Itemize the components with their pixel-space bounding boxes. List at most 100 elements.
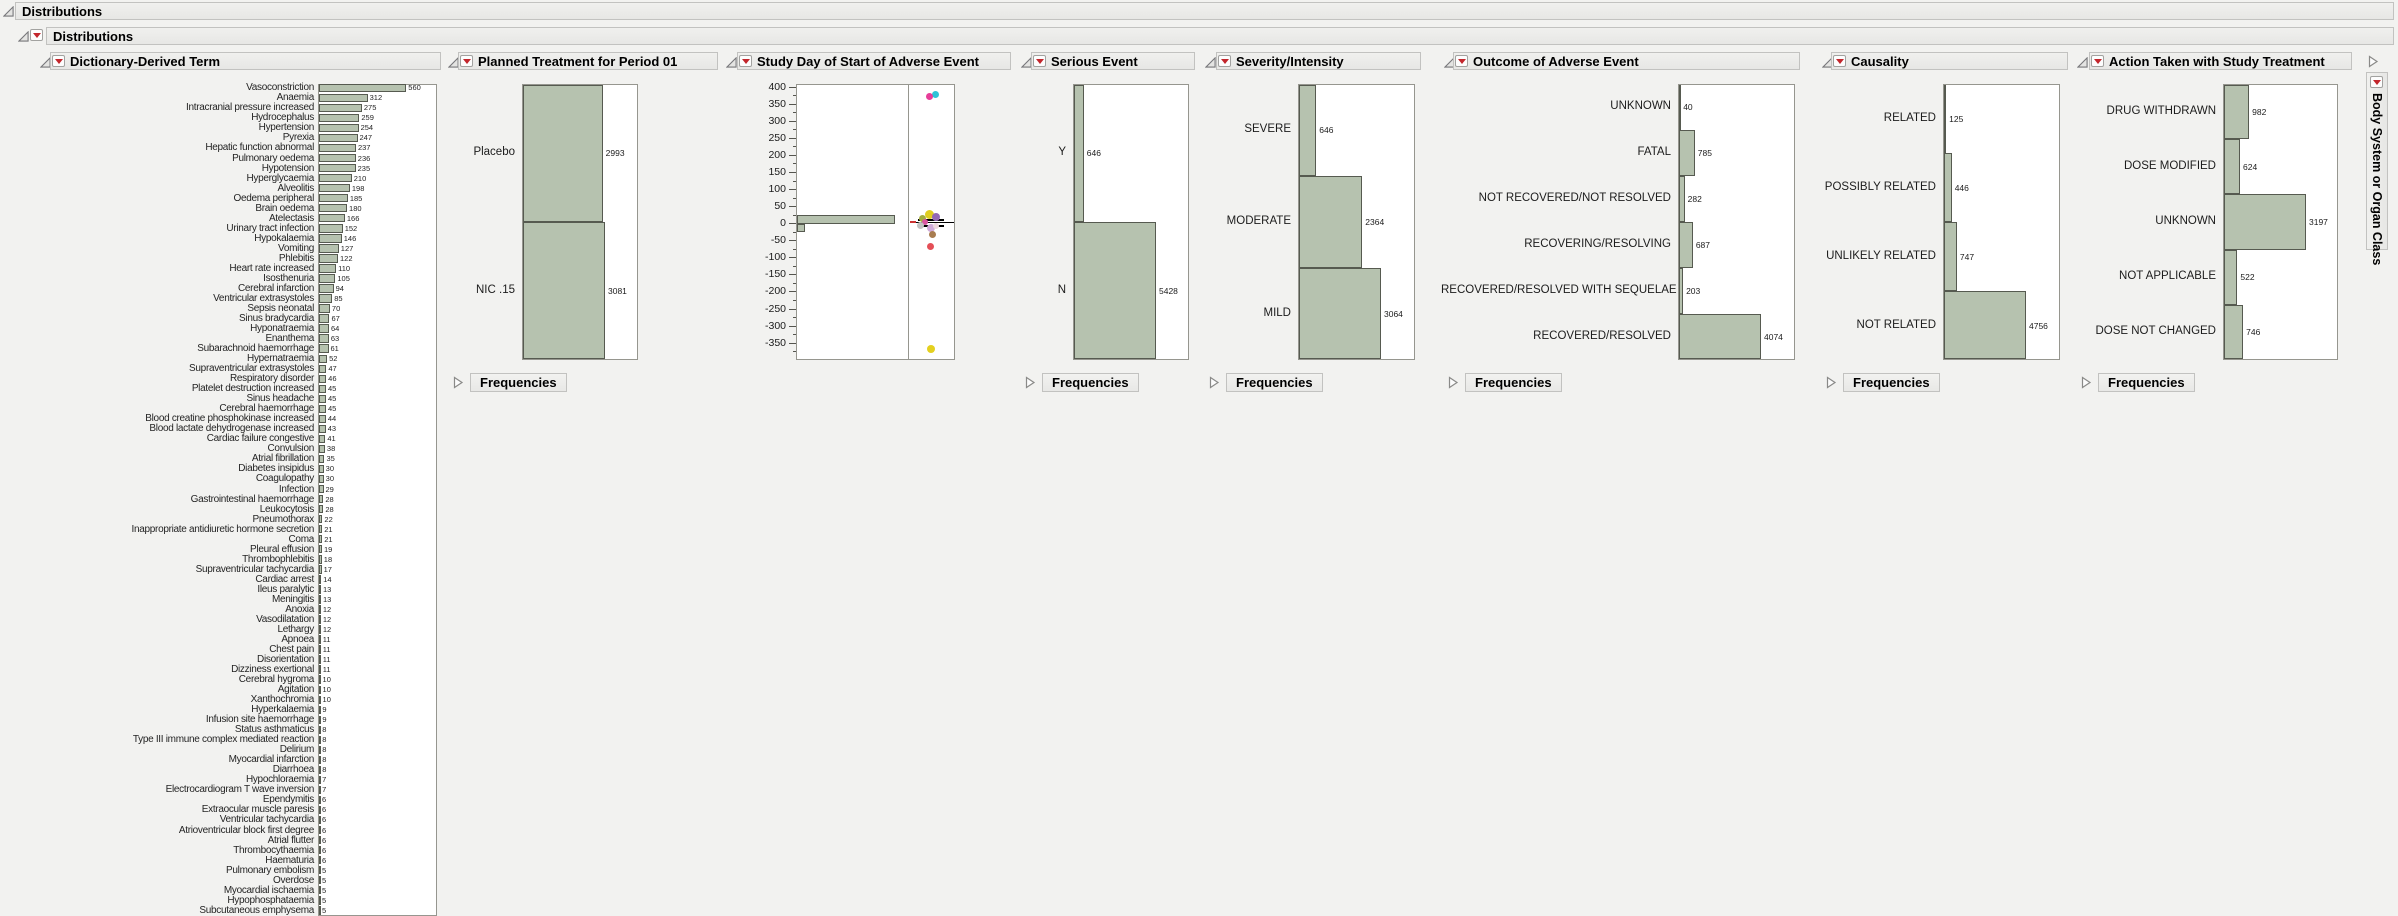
histogram-bar[interactable]	[319, 805, 321, 815]
histogram-bar[interactable]	[1299, 268, 1381, 359]
disclosure-closed-icon[interactable]	[2080, 376, 2092, 389]
histogram-bar[interactable]	[319, 444, 325, 454]
histogram-bar[interactable]	[319, 394, 326, 404]
histogram-bar[interactable]	[319, 264, 337, 273]
frequencies-outline[interactable]: Frequencies	[1843, 373, 1940, 392]
histogram-bar[interactable]	[523, 85, 603, 222]
histogram-bar[interactable]	[1299, 85, 1317, 176]
histogram-bar[interactable]	[319, 655, 321, 664]
histogram-bar[interactable]	[319, 675, 321, 684]
histogram-bar[interactable]	[319, 214, 345, 223]
disclosure-open-icon[interactable]	[1205, 57, 1216, 68]
histogram-bar[interactable]	[523, 222, 605, 359]
histogram-bar[interactable]	[319, 575, 322, 584]
histogram-bar[interactable]	[319, 735, 321, 745]
histogram-bar[interactable]	[1679, 176, 1685, 222]
histogram-bar[interactable]	[319, 143, 356, 153]
histogram-bar[interactable]	[319, 354, 328, 363]
histogram-bar[interactable]	[1679, 268, 1684, 314]
histogram-bar[interactable]	[1944, 153, 1952, 222]
histogram-bar[interactable]	[2224, 249, 2238, 305]
disclosure-closed-icon[interactable]	[1208, 376, 1220, 389]
histogram-bar[interactable]	[319, 113, 360, 123]
histogram-bar[interactable]	[2224, 139, 2240, 195]
red-triangle-menu-button[interactable]	[1218, 55, 1231, 67]
histogram-bar[interactable]	[319, 133, 358, 143]
red-triangle-menu-button[interactable]	[1033, 55, 1046, 67]
red-triangle-menu-button[interactable]	[30, 29, 43, 41]
red-triangle-menu-button[interactable]	[2370, 76, 2383, 88]
histogram-bar[interactable]	[319, 825, 321, 835]
histogram-bar[interactable]	[1679, 130, 1695, 176]
panel-header-action[interactable]: Action Taken with Study Treatment	[2089, 52, 2352, 70]
disclosure-open-icon[interactable]	[3, 6, 14, 17]
outline-bar-distributions-1[interactable]: Distributions	[15, 2, 2394, 20]
histogram-bar[interactable]	[1679, 85, 1681, 130]
disclosure-open-icon[interactable]	[726, 57, 737, 68]
histogram-bar[interactable]	[2224, 304, 2244, 359]
histogram-bar[interactable]	[319, 274, 336, 283]
histogram-bar[interactable]	[319, 103, 362, 113]
histogram-bar[interactable]	[319, 775, 321, 785]
histogram-bar[interactable]	[319, 745, 321, 755]
histogram-bar[interactable]	[319, 555, 322, 564]
data-point[interactable]	[933, 222, 939, 229]
disclosure-closed-icon[interactable]	[1825, 376, 1837, 389]
red-triangle-menu-button[interactable]	[1455, 55, 1468, 67]
data-point[interactable]	[928, 231, 936, 239]
histogram-bar[interactable]	[319, 314, 330, 323]
histogram-bar[interactable]	[319, 194, 348, 203]
panel-header-planned[interactable]: Planned Treatment for Period 01	[458, 52, 718, 70]
data-point[interactable]	[927, 345, 935, 354]
histogram-bar[interactable]	[319, 705, 321, 714]
histogram-bar[interactable]	[319, 856, 321, 865]
histogram-bar[interactable]	[797, 215, 895, 224]
histogram-bar[interactable]	[319, 374, 327, 383]
histogram-bar[interactable]	[319, 254, 339, 263]
histogram-bar[interactable]	[319, 755, 321, 765]
histogram-bar[interactable]	[319, 785, 321, 795]
histogram-bar[interactable]	[319, 364, 327, 373]
histogram-bar[interactable]	[319, 565, 322, 574]
histogram-bar[interactable]	[319, 845, 321, 855]
red-triangle-menu-button[interactable]	[1833, 55, 1846, 67]
histogram-bar[interactable]	[319, 866, 321, 875]
panel-header-studyday[interactable]: Study Day of Start of Adverse Event	[737, 52, 1011, 70]
histogram-bar[interactable]	[319, 204, 348, 213]
histogram-bar[interactable]	[319, 404, 326, 414]
histogram-bar[interactable]	[797, 223, 805, 233]
histogram-bar[interactable]	[1679, 222, 1693, 268]
histogram-bar[interactable]	[1679, 314, 1761, 359]
histogram-bar[interactable]	[319, 454, 325, 464]
histogram-bar[interactable]	[319, 595, 322, 604]
histogram-bar[interactable]	[319, 234, 342, 243]
data-point[interactable]	[916, 221, 924, 229]
histogram-bar[interactable]	[319, 886, 321, 895]
data-point[interactable]	[931, 90, 939, 98]
frequencies-outline[interactable]: Frequencies	[1042, 373, 1139, 392]
panel-header-outcome[interactable]: Outcome of Adverse Event	[1453, 52, 1800, 70]
histogram-bar[interactable]	[319, 93, 368, 103]
histogram-bar[interactable]	[319, 284, 334, 293]
histogram-bar[interactable]	[319, 615, 321, 624]
histogram-bar[interactable]	[319, 163, 356, 173]
histogram-bar[interactable]	[319, 625, 321, 634]
body-system-header[interactable]: Body System or Organ Class	[2366, 72, 2388, 265]
panel-header-serious[interactable]: Serious Event	[1031, 52, 1195, 70]
frequencies-outline[interactable]: Frequencies	[2098, 373, 2195, 392]
histogram-bar[interactable]	[319, 795, 321, 805]
histogram-bar[interactable]	[1074, 85, 1084, 222]
histogram-bar[interactable]	[319, 304, 330, 313]
histogram-bar[interactable]	[1944, 222, 1957, 291]
histogram-bar[interactable]	[319, 324, 329, 333]
histogram-bar[interactable]	[319, 525, 323, 534]
histogram-bar[interactable]	[319, 645, 321, 654]
frequencies-outline[interactable]: Frequencies	[1465, 373, 1562, 392]
histogram-bar[interactable]	[319, 414, 326, 424]
histogram-bar[interactable]	[319, 83, 407, 93]
histogram-bar[interactable]	[319, 685, 321, 694]
histogram-bar[interactable]	[2224, 194, 2306, 250]
histogram-bar[interactable]	[319, 434, 326, 444]
red-triangle-menu-button[interactable]	[52, 55, 65, 67]
histogram-bar[interactable]	[319, 484, 324, 494]
